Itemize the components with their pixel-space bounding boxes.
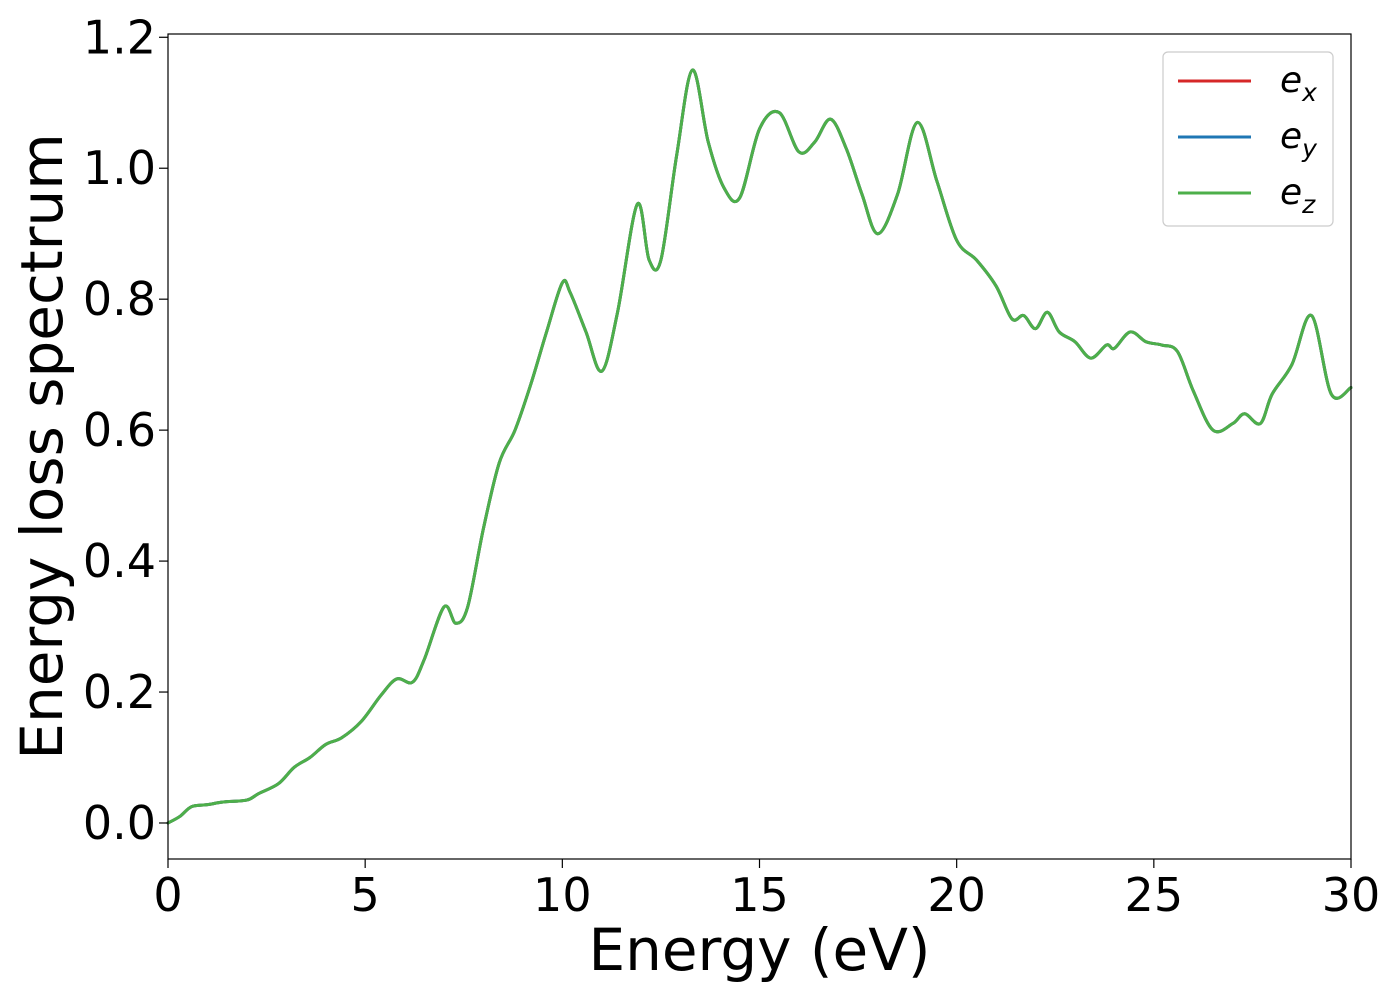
y-tick-label: 0.6	[83, 403, 156, 457]
y-tick-label: 1.0	[83, 141, 156, 195]
legend-label: ex	[1280, 60, 1317, 107]
legend: ex ey ez	[1162, 51, 1334, 227]
legend-box	[1162, 51, 1334, 227]
x-axis-label: Energy (eV)	[588, 916, 930, 984]
x-tick-label: 5	[351, 868, 380, 922]
series-line-ez	[166, 68, 1353, 825]
series-layer	[166, 68, 1353, 825]
y-tick-label: 1.2	[83, 10, 156, 64]
x-tick-label: 10	[533, 868, 592, 922]
x-tick-label: 30	[1322, 868, 1381, 922]
y-tick-label: 0.2	[83, 665, 156, 719]
x-axis: 0 5 10 15 20 25 30	[153, 859, 1380, 922]
plot-area	[166, 33, 1353, 860]
y-axis: 0.0 0.2 0.4 0.6 0.8 1.0 1.2	[83, 10, 168, 850]
y-tick-label: 0.0	[83, 796, 156, 850]
y-tick-label: 0.8	[83, 272, 156, 326]
x-tick-label: 15	[730, 868, 789, 922]
legend-label: ez	[1280, 172, 1316, 219]
x-tick-label: 20	[927, 868, 986, 922]
y-axis-label: Energy loss spectrum	[8, 133, 76, 759]
y-tick-label: 0.4	[83, 534, 156, 588]
x-tick-label: 0	[153, 868, 182, 922]
x-tick-label: 25	[1125, 868, 1184, 922]
legend-label: ey	[1280, 116, 1318, 163]
